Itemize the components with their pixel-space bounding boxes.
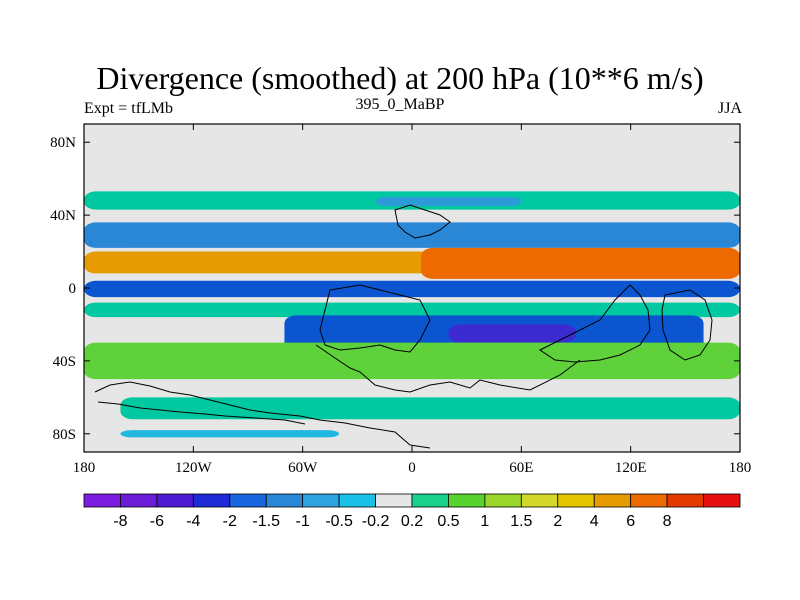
colorbar-label: 0.5 [437,513,459,530]
colorbar-swatch [520,493,559,508]
coastline-eurasia [539,284,651,363]
colorbar-label: 4 [590,513,599,530]
colorbar-swatch [265,493,304,508]
coastline-antarctica [94,381,431,449]
colorbar-swatch [192,493,231,508]
colorbar-label: 6 [626,513,635,530]
colorbar-swatch [448,493,486,508]
colorbar-swatch [302,493,340,508]
colorbar-label: -4 [186,513,200,530]
coastline-south-america [315,344,581,393]
colorbar-swatch [593,493,632,508]
experiment-label: Expt = tfLMb [84,100,174,117]
x-tick-label: 120E [615,460,647,476]
colorbar-label: 0.2 [401,513,423,530]
colorbar-label: 1 [480,513,489,530]
band-equator [84,280,740,298]
colorbar: -8 -6 -4 -2 -1.5 -1 -0.5 -0.2 0.2 0.5 1 1.5 2 4 6 8 [83,493,741,530]
colorbar-swatch [484,493,522,508]
colorbar-swatch [630,493,668,508]
y-tick-label: 40N [50,208,76,224]
band-south-deep [448,324,576,343]
run-label: 395_0_MaBP [355,96,445,113]
colorbar-label: 2 [553,513,562,530]
x-tick-label: 120W [175,460,213,476]
band-asia-blue [375,196,522,206]
coastline-north-america [394,204,451,239]
x-tick-label: 60E [509,460,533,476]
colorbar-swatch [338,493,376,508]
colorbar-swatch [83,493,121,508]
coastline-west-antarctic [97,401,306,425]
colorbar-label: -8 [113,513,127,530]
band-south-green [84,302,740,318]
colorbar-swatch [703,493,741,508]
colorbar-swatch [557,493,595,508]
colorbar-label: -2 [223,513,237,530]
colorbar-label: 8 [663,513,672,530]
colorbar-swatch [375,493,413,508]
colorbar-label: -6 [150,513,164,530]
x-tick-label: 180 [729,460,752,476]
x-tick-label: 0 [408,460,416,476]
divergence-field [84,191,740,438]
y-tick-label: 40S [53,354,76,370]
colorbar-swatch [229,493,267,508]
colorbar-swatch [120,493,158,508]
band-antarctic [120,430,340,438]
x-tick-label: 180 [73,460,96,476]
band-south-mid [84,342,740,380]
coastline-africa-europe [319,284,431,353]
map-title: Divergence (smoothed) at 200 hPa (10**6 … [96,60,704,96]
colorbar-label: -0.2 [362,513,390,530]
colorbar-swatch [666,493,704,508]
x-tick-label: 60W [288,460,318,476]
band-subtropic-north [84,222,740,248]
colorbar-swatch [156,493,194,508]
band-tropic-north-strong [421,247,740,279]
colorbar-label: -1 [296,513,310,530]
y-tick-label: 0 [69,281,77,297]
coastline [94,204,713,449]
season-label: JJA [717,100,742,117]
colorbar-swatch [411,493,449,508]
axes: 180 120W 60W 0 60E 120E 180 80N 40N 0 40S 80S [50,124,751,476]
y-tick-label: 80N [50,135,76,151]
colorbar-label: -0.5 [325,513,353,530]
colorbar-label: 1.5 [510,513,532,530]
y-tick-label: 80S [53,427,76,443]
colorbar-label: -1.5 [252,513,280,530]
coastline-australia [661,289,713,361]
